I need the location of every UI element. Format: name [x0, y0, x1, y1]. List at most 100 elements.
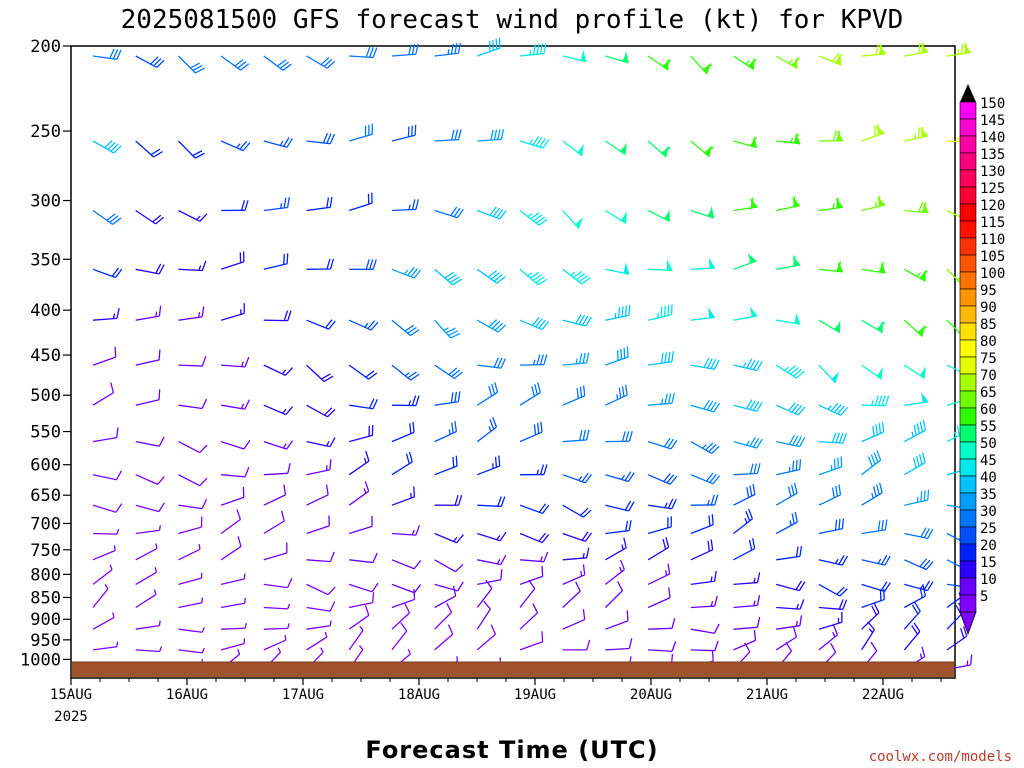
- credit-text: coolwx.com/models: [869, 749, 1012, 765]
- wind-barb: [92, 641, 119, 651]
- wind-barb: [605, 471, 635, 483]
- y-tick-label: 850: [30, 588, 61, 608]
- wind-barb: [434, 421, 458, 443]
- wind-barb: [861, 581, 891, 592]
- wind-barb: [605, 559, 625, 585]
- colorbar-swatch: [959, 339, 977, 358]
- wind-barb: [904, 489, 930, 506]
- wind-barb: [690, 514, 714, 535]
- wind-barb: [690, 640, 719, 652]
- colorbar-label: 80: [980, 334, 997, 350]
- wind-barb: [605, 384, 628, 406]
- wind-barb: [562, 429, 590, 443]
- wind-barb: [733, 358, 763, 372]
- wind-barb: [306, 601, 336, 612]
- wind-barb: [476, 579, 493, 608]
- colorbar-label: 120: [980, 198, 1005, 214]
- wind-barb: [178, 209, 208, 222]
- wind-barb: [562, 581, 581, 608]
- wind-barb: [818, 197, 844, 212]
- colorbar-label: 135: [980, 147, 1005, 163]
- wind-barb: [604, 581, 624, 608]
- colorbar-label: 40: [980, 470, 997, 486]
- colorbar-swatch: [959, 356, 977, 375]
- wind-barb: [220, 486, 245, 506]
- colorbar-swatch: [959, 237, 977, 256]
- wind-barb: [263, 364, 293, 376]
- colorbar-swatch: [959, 169, 977, 188]
- y-tick-label: 600: [30, 456, 61, 476]
- wind-barb: [903, 419, 927, 443]
- wind-barb: [391, 622, 408, 651]
- wind-barb: [605, 346, 629, 366]
- wind-barb: [562, 564, 586, 585]
- wind-barb: [690, 595, 718, 609]
- colorbar-swatch: [959, 577, 977, 596]
- wind-barb: [562, 268, 591, 285]
- wind-barb: [220, 509, 242, 535]
- wind-barb: [733, 572, 761, 586]
- wind-barb: [605, 262, 630, 275]
- wind-barb: [348, 364, 378, 380]
- wind-barb: [690, 539, 714, 561]
- wind-barb: [349, 259, 377, 271]
- wind-barb: [776, 434, 806, 448]
- wind-barb: [135, 543, 158, 561]
- wind-barb: [135, 502, 165, 513]
- wind-barb: [818, 554, 849, 566]
- y-tick-label: 900: [30, 610, 61, 630]
- wind-barb: [391, 525, 421, 536]
- wind-barb: [904, 126, 929, 142]
- wind-barb: [861, 482, 883, 506]
- wind-barb: [263, 137, 294, 148]
- wind-barb: [861, 124, 885, 142]
- wind-barb: [861, 364, 883, 380]
- wind-barb: [349, 398, 378, 410]
- colorbar-label: 115: [980, 215, 1005, 231]
- wind-barb: [776, 459, 802, 476]
- colorbar-label: 5: [980, 589, 988, 605]
- colorbar-label: 50: [980, 436, 997, 452]
- wind-barb: [306, 55, 336, 69]
- colorbar-label: 105: [980, 249, 1005, 265]
- wind-barb: [391, 603, 411, 630]
- wind-barb: [818, 624, 839, 651]
- wind-barb: [92, 209, 122, 225]
- wind-barb: [178, 572, 203, 586]
- ground-layer: [72, 661, 954, 677]
- wind-barb: [178, 544, 201, 561]
- wind-barb: [776, 545, 803, 561]
- ground-surface: [72, 662, 954, 677]
- wind-barb: [562, 531, 593, 542]
- pressure-axis: 200 250 300 350 400 450 500 550 600 650 700 750 800 8…: [20, 37, 71, 670]
- wind-barb: [434, 206, 464, 219]
- wind-barb: [348, 319, 379, 331]
- wind-barb: [220, 140, 251, 152]
- wind-barb: [263, 577, 293, 589]
- wind-barb: [733, 508, 754, 535]
- wind-barb: [605, 520, 632, 535]
- wind-barb: [818, 260, 844, 273]
- wind-barb: [476, 382, 499, 406]
- wind-barb: [818, 364, 840, 384]
- speed-colorbar: 1501451401351301251201151101051009590858…: [959, 84, 1005, 636]
- x-tick-label: 19AUG: [514, 687, 556, 703]
- wind-barb: [263, 463, 291, 476]
- y-tick-label: 300: [30, 192, 61, 212]
- wind-barb: [135, 646, 163, 653]
- colorbar-swatch: [959, 186, 977, 205]
- wind-barb: [434, 532, 464, 544]
- wind-barb: [903, 602, 921, 630]
- wind-barb: [477, 357, 506, 369]
- wind-barb: [903, 268, 928, 282]
- wind-barb: [562, 210, 583, 230]
- wind-barb: [434, 268, 462, 286]
- wind-barb: [220, 573, 246, 586]
- wind-barb: [519, 631, 544, 651]
- wind-barb: [263, 440, 294, 450]
- wind-barb: [733, 616, 761, 630]
- wind-barb: [391, 43, 419, 57]
- y-tick-label: 400: [30, 301, 61, 321]
- wind-barb: [519, 532, 550, 544]
- wind-barb: [135, 209, 165, 225]
